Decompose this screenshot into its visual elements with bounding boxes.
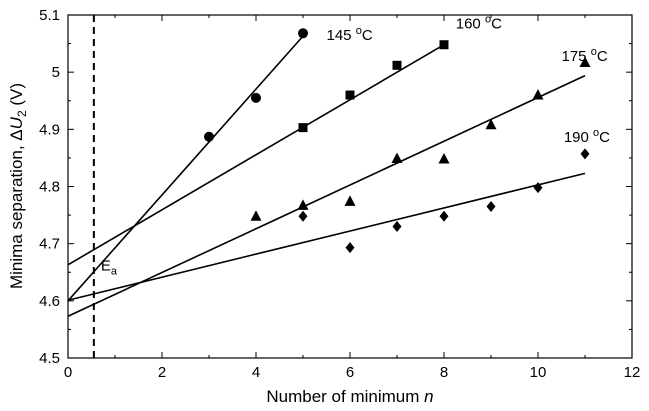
x-axis-title: Number of minimum n	[266, 387, 433, 406]
triangle-marker	[485, 118, 497, 130]
fit-line	[67, 35, 304, 302]
y-tick-label: 4.7	[39, 236, 60, 253]
plot-frame	[67, 14, 633, 359]
fit-lines	[67, 35, 586, 317]
triangle-marker	[579, 56, 591, 67]
y-tick-label: 4.9	[39, 121, 60, 138]
square-marker	[392, 60, 402, 70]
triangle-marker	[250, 210, 262, 221]
x-tick-label: 12	[624, 364, 641, 381]
axis-ticks	[67, 14, 633, 359]
diamond-marker	[439, 210, 449, 222]
diamond-marker	[392, 221, 402, 233]
x-tick-label: 8	[440, 364, 448, 381]
series-label: 190 oC	[564, 127, 610, 146]
y-tick-label: 4.6	[39, 293, 60, 310]
plot-area-border	[67, 14, 633, 359]
fit-line	[67, 44, 445, 266]
diamond-marker	[580, 148, 590, 160]
fit-line	[67, 74, 586, 317]
square-marker	[298, 123, 308, 133]
fit-line	[67, 172, 586, 302]
triangle-marker	[344, 195, 356, 206]
x-tick-label: 10	[530, 364, 547, 381]
x-tick-label: 6	[346, 364, 354, 381]
triangle-marker	[391, 152, 403, 163]
square-marker	[345, 90, 355, 100]
y-tick-label: 4.5	[39, 350, 60, 367]
diamond-marker	[486, 201, 496, 213]
diamond-marker	[298, 210, 308, 222]
x-tick-label: 0	[64, 364, 72, 381]
triangle-marker	[297, 199, 309, 210]
triangle-marker	[532, 89, 544, 100]
diamond-marker	[533, 182, 543, 194]
circle-marker	[204, 131, 214, 142]
annotations: Ea	[92, 15, 118, 358]
series-labels: 145 oC 160 oC 175 oC 190 oC	[327, 14, 611, 146]
triangle-marker	[438, 153, 450, 164]
diamond-marker	[345, 242, 355, 254]
data-markers	[204, 28, 591, 254]
x-tick-label: 2	[158, 364, 166, 381]
series-label: 160 oC	[456, 14, 502, 33]
square-marker	[439, 40, 449, 50]
y-tick-label: 4.8	[39, 179, 60, 196]
series-label: 175 oC	[562, 46, 608, 65]
axis-tick-labels: 0 2 4 6 8 10 12 4.5 4.6 4.7 4.8 4.9 5 5.1	[39, 7, 640, 381]
circle-marker	[298, 28, 308, 39]
circle-marker	[251, 92, 261, 103]
series-label: 145 oC	[327, 25, 373, 44]
y-tick-label: 5.1	[39, 7, 60, 24]
y-tick-label: 5	[52, 64, 60, 81]
x-tick-label: 4	[252, 364, 260, 381]
y-axis-title: Minima separation, ΔU2 (V)	[7, 83, 29, 289]
